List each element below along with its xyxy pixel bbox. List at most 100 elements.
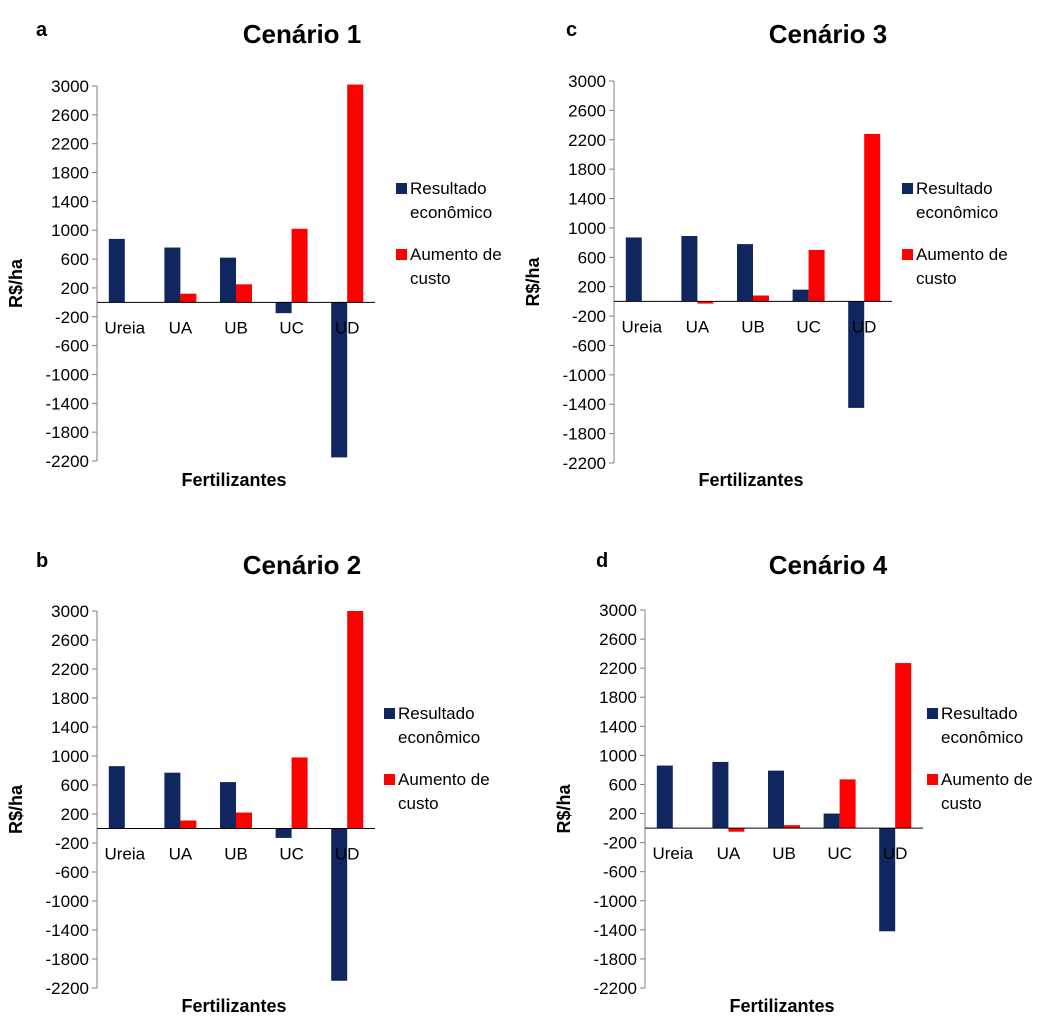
y-tick-label: 2600 [568,101,606,120]
y-tick-label: 1000 [599,746,637,765]
y-tick-label: -600 [55,337,89,356]
bar-aumento-uc [291,757,308,829]
bar-aumento-ub [236,284,252,303]
bar-aumento-ub [236,812,252,829]
y-tick-label: 1800 [51,164,89,183]
y-tick-label: -200 [572,307,606,326]
x-category-label: Ureia [104,318,145,337]
x-category-label: Ureia [652,844,693,863]
y-axis-title: R$/ha [554,784,574,834]
y-tick-label: -1000 [46,892,89,911]
x-category-label: UB [224,318,248,337]
y-tick-label: -1800 [594,950,637,969]
y-tick-label: -1000 [46,365,89,384]
bar-resultado-ud [879,828,896,932]
y-tick-label: 1800 [568,160,606,179]
legend-label: Aumento de custo [398,770,490,813]
y-tick-label: -2200 [563,454,606,473]
legend-swatch [902,183,913,194]
y-tick-label: 200 [61,279,89,298]
legend-swatch [396,249,407,260]
y-tick-label: 2200 [51,660,89,679]
bar-aumento-ua [728,828,745,832]
x-category-label: UD [335,845,360,864]
y-tick-label: -1400 [563,395,606,414]
x-category-label: UC [827,844,852,863]
bar-resultado-uc [275,828,292,838]
y-tick-label: -200 [603,834,637,853]
y-tick-label: -1800 [563,425,606,444]
legend-swatch [927,774,938,785]
y-tick-label: 2600 [51,106,89,125]
bar-aumento-ua [180,820,197,829]
bar-resultado-uc [275,302,292,314]
legend: Resultado econômico Aumento de custo [384,704,490,813]
y-tick-label: -600 [603,863,637,882]
y-tick-label: -1800 [46,950,89,969]
x-category-label: UB [741,317,765,336]
legend-label: Aumento de custo [916,245,1008,288]
bar-aumento-ub [753,295,769,302]
bar-resultado-ua [164,772,181,829]
legend: Resultado econômico Aumento de custo [902,179,1008,288]
y-tick-label: -1800 [46,423,89,442]
y-tick-label: 1400 [51,192,89,211]
bar-resultado-ureia [656,765,673,829]
bar-aumento-ua [180,293,197,303]
y-tick-label: -1000 [563,366,606,385]
bar-aumento-ua [697,301,714,304]
y-tick-label: 3000 [51,77,89,96]
y-tick-label: 600 [578,248,606,267]
panel-title: Cenário 1 [243,19,362,49]
chart-panel-b: b Cenário 2 3000 2600 2200 1800 1400 1000 600 200… [6,550,490,1016]
x-category-label: UC [279,845,304,864]
bar-aumento-ud [895,663,912,829]
legend-swatch [396,183,407,194]
chart-panel-d: d Cenário 4 3000 2600 2200 1800 1400 1000 600 200… [554,550,1033,1016]
legend-label: Resultado econômico [410,179,492,222]
panel-title: Cenário 2 [243,550,362,580]
bar-resultado-ua [164,247,181,303]
bar-resultado-uc [792,289,809,302]
panel-letter: d [596,550,608,572]
legend-label: Aumento de custo [941,770,1033,813]
bar-aumento-uc [291,228,308,303]
y-tick-label: 1000 [51,747,89,766]
y-tick-label: -2200 [594,979,637,998]
y-tick-label: -1400 [46,394,89,413]
y-tick-label: -2200 [46,979,89,998]
y-tick-label: 1800 [51,689,89,708]
bar-resultado-ud [848,301,865,408]
x-category-label: UD [335,318,360,337]
panel-letter: a [36,19,48,41]
y-tick-label: 2600 [51,631,89,650]
x-category-label: UA [169,845,193,864]
legend-swatch [902,249,913,260]
bar-resultado-ub [737,244,753,302]
y-tick-label: 2200 [599,659,637,678]
y-tick-label: 200 [609,805,637,824]
y-tick-label: 2600 [599,630,637,649]
y-axis-title: R$/ha [6,258,26,308]
x-axis-title: Fertilizantes [181,470,286,490]
bar-resultado-ud [331,828,348,981]
y-axis-title: R$/ha [523,257,543,307]
y-tick-label: -200 [55,308,89,327]
x-category-label: Ureia [104,845,145,864]
y-tick-label: -1000 [594,892,637,911]
x-category-label: UA [717,844,741,863]
panel-letter: c [566,19,577,41]
legend-swatch [384,708,395,719]
y-axis-title: R$/ha [6,784,26,834]
bar-resultado-ub [220,782,236,829]
panel-title: Cenário 4 [769,550,888,580]
legend-label: Resultado econômico [398,704,480,747]
legend-swatch [927,708,938,719]
y-tick-label: 1800 [599,688,637,707]
y-tick-label: 2200 [568,131,606,150]
chart-panel-c: c Cenário 3 3000 2600 2200 1800 1400 1000 600 200… [523,19,1008,490]
x-category-label: UD [852,317,877,336]
y-tick-label: -200 [55,834,89,853]
bar-resultado-ud [331,302,348,458]
